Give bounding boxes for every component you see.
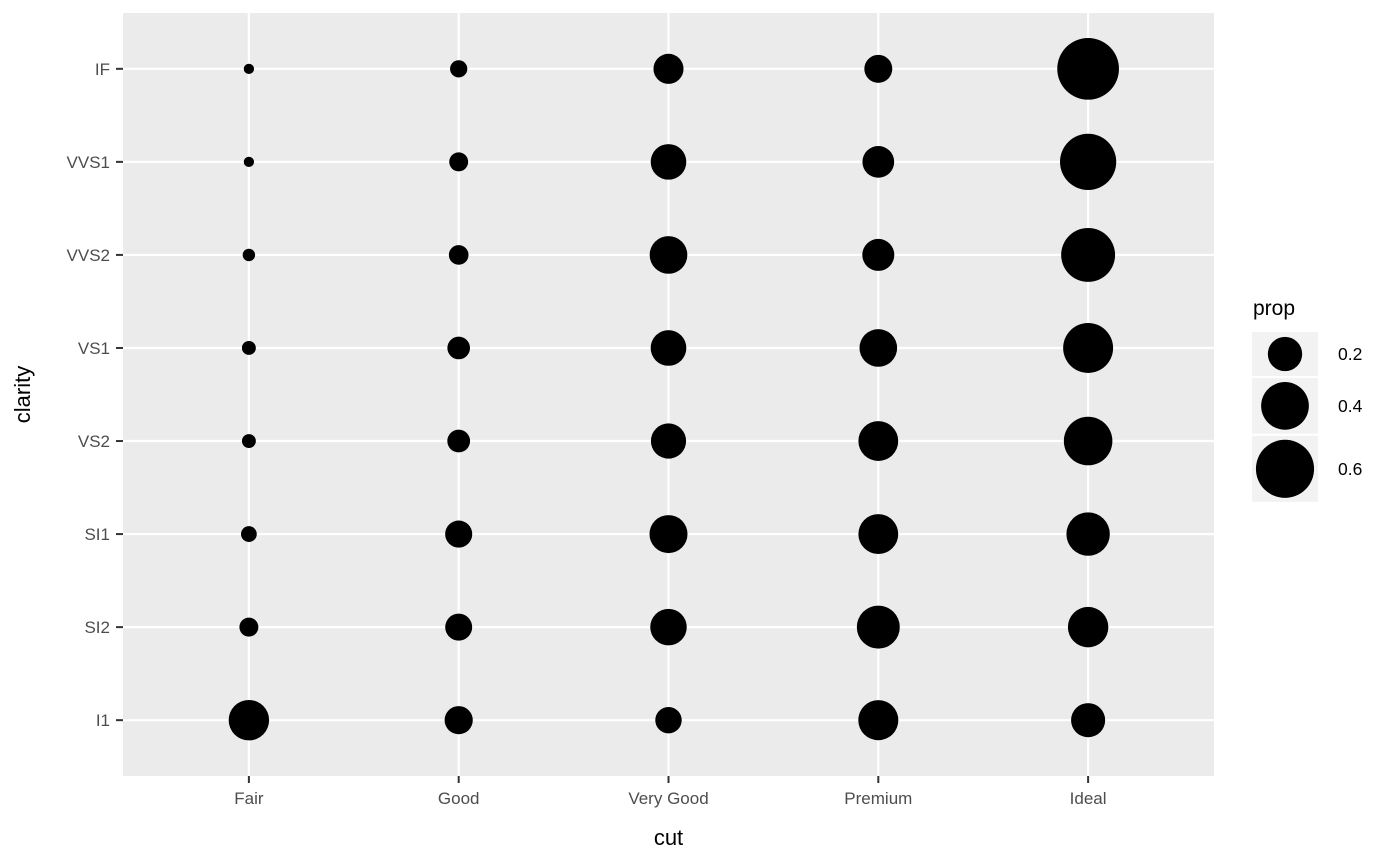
count-point-si1-very-good — [649, 515, 688, 554]
count-point-if-fair — [243, 63, 255, 74]
count-point-vs2-fair — [241, 434, 256, 448]
count-point-vs2-ideal — [1063, 416, 1113, 466]
count-point-vs1-fair — [241, 341, 256, 355]
count-point-vvs2-premium — [862, 238, 895, 271]
count-point-if-ideal — [1057, 37, 1119, 100]
count-point-si2-ideal — [1067, 606, 1109, 648]
count-point-if-very-good — [653, 53, 684, 84]
count-point-vs2-very-good — [650, 423, 687, 459]
count-point-if-good — [450, 60, 468, 78]
y-tick-label: VS1 — [78, 339, 110, 358]
count-point-i1-fair — [228, 699, 270, 741]
count-point-vvs1-fair — [243, 156, 255, 168]
y-tick-label: VVS2 — [67, 246, 110, 265]
count-point-vvs2-good — [448, 245, 469, 265]
x-tick-label: Premium — [844, 789, 912, 808]
count-point-vs1-ideal — [1063, 323, 1114, 373]
count-point-vvs1-ideal — [1060, 133, 1117, 190]
count-point-if-premium — [864, 54, 893, 83]
y-tick-label: IF — [95, 60, 110, 79]
x-axis-title: cut — [654, 825, 683, 850]
count-point-vvs2-very-good — [649, 236, 688, 274]
count-point-vvs1-very-good — [650, 144, 687, 180]
y-axis-title: clarity — [10, 366, 35, 423]
y-tick-label: SI1 — [84, 525, 110, 544]
x-tick-label: Good — [438, 789, 480, 808]
count-point-si1-good — [445, 520, 473, 548]
count-point-vs2-good — [447, 429, 471, 453]
count-point-si1-fair — [240, 526, 257, 542]
count-point-vvs1-premium — [862, 146, 895, 178]
y-tick-label: I1 — [96, 711, 110, 730]
count-point-si2-very-good — [650, 608, 687, 646]
legend-label: 0.2 — [1338, 344, 1362, 364]
y-tick-label: VS2 — [78, 432, 110, 451]
count-point-si2-good — [445, 613, 473, 641]
x-tick-label: Ideal — [1070, 789, 1107, 808]
count-point-si2-fair — [239, 617, 259, 637]
count-point-si2-premium — [856, 605, 900, 649]
y-tick-label: VVS1 — [67, 153, 110, 172]
count-point-vs1-very-good — [650, 330, 687, 366]
count-point-vvs2-ideal — [1061, 227, 1116, 282]
legend-key-point — [1267, 336, 1303, 372]
count-point-vvs2-fair — [242, 248, 256, 262]
legend-title: prop — [1253, 297, 1295, 320]
y-tick-label: SI2 — [84, 618, 110, 637]
count-point-vs1-good — [447, 336, 471, 360]
count-point-vvs1-good — [449, 152, 469, 172]
legend-key-point — [1255, 439, 1315, 498]
count-point-i1-good — [444, 706, 473, 735]
count-point-vs1-premium — [859, 329, 898, 367]
count-point-si1-ideal — [1066, 512, 1110, 556]
count-point-si1-premium — [858, 514, 899, 554]
count-point-i1-very-good — [655, 706, 682, 734]
legend-key-point — [1261, 382, 1309, 430]
legend-label: 0.4 — [1338, 396, 1363, 416]
legend-label: 0.6 — [1338, 459, 1362, 479]
count-point-vs2-premium — [858, 421, 899, 461]
count-point-i1-ideal — [1071, 703, 1106, 738]
count-point-i1-premium — [858, 700, 899, 741]
x-tick-label: Fair — [234, 789, 264, 808]
x-tick-label: Very Good — [628, 789, 708, 808]
